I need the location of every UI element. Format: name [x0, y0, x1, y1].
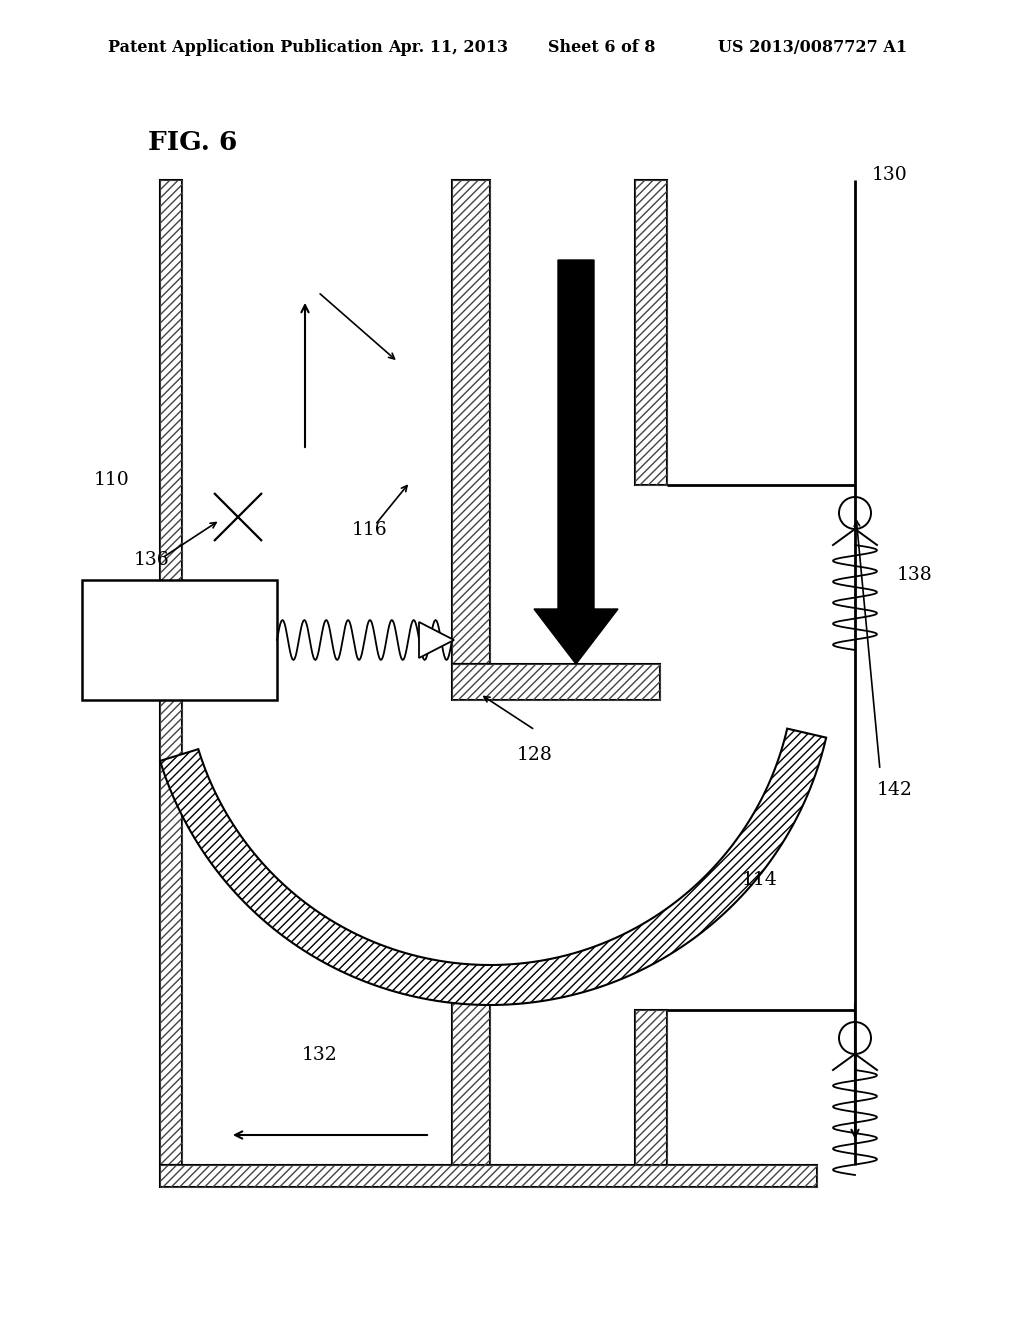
Text: 130: 130	[872, 166, 908, 183]
Bar	[82, 579, 278, 700]
Text: 138: 138	[897, 566, 933, 583]
Bar	[160, 1166, 817, 1187]
Polygon shape	[534, 260, 618, 664]
Bar	[635, 1010, 667, 1166]
Polygon shape	[419, 622, 454, 657]
Bar	[452, 664, 660, 700]
Polygon shape	[160, 729, 826, 1005]
Bar	[452, 180, 490, 664]
Bar	[160, 180, 182, 1166]
Text: US 2013/0087727 A1: US 2013/0087727 A1	[718, 40, 907, 57]
Bar	[635, 180, 667, 484]
Text: 116: 116	[352, 521, 388, 539]
Bar	[635, 180, 667, 484]
Bar	[160, 1166, 817, 1187]
Text: 128: 128	[517, 746, 553, 764]
Text: 110: 110	[94, 471, 130, 488]
Text: 136: 136	[134, 550, 170, 569]
Text: 142: 142	[878, 781, 913, 799]
Text: 114: 114	[742, 871, 778, 888]
Bar	[452, 664, 660, 700]
Bar	[452, 180, 490, 664]
Text: 132: 132	[302, 1045, 338, 1064]
Bar	[452, 995, 490, 1166]
Bar	[635, 1010, 667, 1166]
Text: FIG. 6: FIG. 6	[148, 129, 238, 154]
Text: Patent Application Publication: Patent Application Publication	[108, 40, 383, 57]
Text: Sheet 6 of 8: Sheet 6 of 8	[548, 40, 655, 57]
Bar	[452, 995, 490, 1166]
Text: Apr. 11, 2013: Apr. 11, 2013	[388, 40, 508, 57]
Bar	[160, 180, 182, 1166]
